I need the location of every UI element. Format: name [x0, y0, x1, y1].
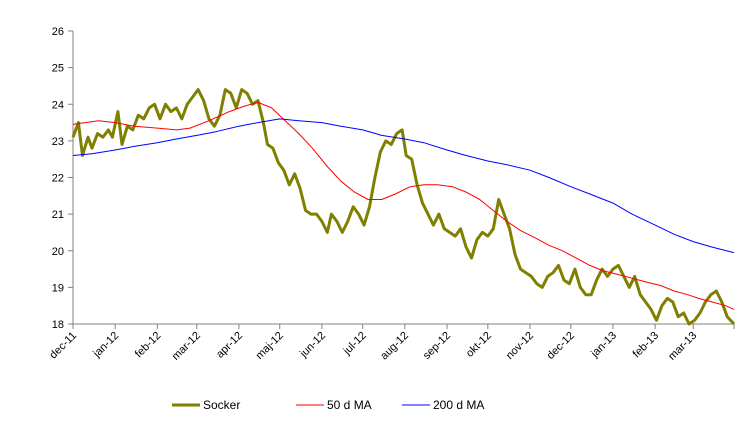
- x-tick-label: feb-12: [133, 330, 164, 361]
- series-layer: [71, 88, 736, 326]
- legend-label: 200 d MA: [433, 398, 484, 412]
- y-tick-label: 24: [52, 99, 64, 111]
- y-tick-label: 20: [52, 246, 64, 258]
- x-tick-label: jul-12: [341, 330, 369, 358]
- series-line-200-d-ma: [72, 118, 735, 254]
- x-tick-label: nov-12: [504, 330, 536, 362]
- x-tick-label: apr-12: [214, 330, 245, 361]
- y-tick-label: 26: [52, 26, 64, 38]
- legend-label: 50 d MA: [327, 398, 372, 412]
- series-line-socker: [71, 88, 736, 326]
- x-tick-label: feb-13: [631, 330, 662, 361]
- y-tick-label: 18: [52, 319, 64, 331]
- x-tick-label: jun-12: [297, 330, 328, 361]
- x-tick-label: mar-12: [170, 330, 203, 363]
- x-axis: dec-11 jan-12 feb-12 mar-12 apr-12 maj-12 jun-…: [47, 323, 735, 363]
- y-tick-label: 25: [52, 63, 64, 75]
- x-tick-label: mar-13: [666, 330, 699, 363]
- x-tick-label: jan-13: [588, 330, 619, 361]
- y-tick-label: 22: [52, 173, 64, 185]
- x-tick-label: jan-12: [90, 330, 121, 361]
- x-tick-label: okt-12: [464, 330, 494, 360]
- legend-label: Socker: [203, 398, 240, 412]
- y-tick-label: 23: [52, 136, 64, 148]
- x-tick-label: sep-12: [421, 330, 453, 362]
- series-line-50-d-ma: [72, 101, 735, 310]
- legend: Socker 50 d MA 200 d MA: [172, 398, 484, 412]
- x-tick-label: maj-12: [254, 330, 286, 362]
- y-tick-label: 21: [52, 209, 64, 221]
- y-axis: 18 19 20 21 22 23 24 25 26: [52, 26, 74, 331]
- x-tick-label: aug-12: [378, 330, 411, 363]
- y-tick-label: 19: [52, 282, 64, 294]
- x-tick-label: dec-11: [47, 330, 79, 362]
- x-tick-label: dec-12: [545, 330, 577, 362]
